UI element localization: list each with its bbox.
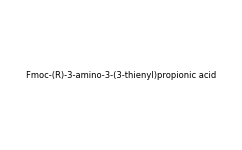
- Text: Fmoc-(R)-3-amino-3-(3-thienyl)propionic acid: Fmoc-(R)-3-amino-3-(3-thienyl)propionic …: [26, 70, 216, 80]
